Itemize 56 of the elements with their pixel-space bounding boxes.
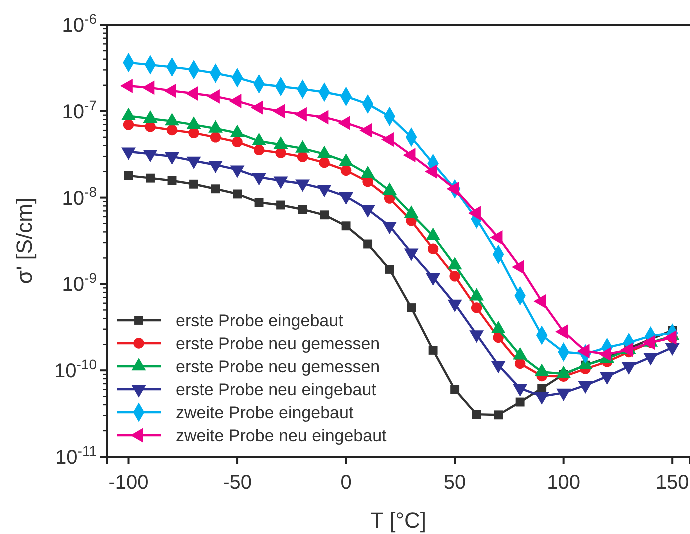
point — [407, 304, 416, 312]
point — [319, 157, 330, 168]
point — [276, 148, 286, 158]
y-tick-label: 10$^{-6}$ — [62, 11, 98, 37]
point — [493, 332, 504, 344]
legend-label: zweite Probe eingebaut — [176, 403, 354, 422]
point — [342, 222, 351, 231]
point — [188, 128, 200, 138]
point — [472, 410, 482, 420]
legend-label: zweite Probe neu eingebaut — [176, 426, 388, 446]
point — [168, 176, 177, 186]
legend-label: erste Probe eingebaut — [176, 311, 344, 330]
x-axis-title: T [°C] — [370, 508, 427, 533]
y-tick-label: 10$^{-8}$ — [62, 184, 98, 210]
point — [254, 198, 264, 208]
y-tick-label: 10$^{-7}$ — [62, 97, 98, 124]
point — [320, 210, 330, 220]
x-tick-label: 0 — [340, 472, 352, 494]
legend-label: erste Probe neu gemessen — [176, 357, 380, 376]
point — [471, 302, 482, 314]
point — [364, 240, 373, 249]
y-axis-title: σ' [S/cm] — [12, 198, 37, 284]
y-tick-label: 10$^{-11}$ — [56, 443, 98, 469]
point — [190, 180, 198, 189]
point — [494, 410, 504, 420]
point — [428, 346, 438, 355]
point — [210, 132, 222, 143]
point — [516, 398, 525, 407]
point — [298, 205, 308, 214]
point — [146, 174, 155, 183]
x-tick-label: -50 — [223, 472, 252, 494]
point — [385, 265, 394, 274]
x-tick-label: 50 — [444, 472, 466, 494]
x-tick-label: 150 — [656, 472, 690, 494]
x-tick-label: -100 — [108, 472, 149, 494]
point — [514, 358, 526, 370]
y-tick-label: 10$^{-10}$ — [54, 356, 98, 383]
point — [450, 385, 460, 394]
legend-label: erste Probe neu eingebaut — [176, 380, 377, 400]
point — [211, 184, 220, 194]
legend-label: erste Probe neu gemessen — [176, 334, 380, 354]
point — [428, 244, 439, 254]
point — [538, 384, 547, 394]
point — [233, 190, 242, 199]
x-tick-label: 100 — [547, 472, 581, 494]
point — [450, 271, 460, 282]
point — [123, 120, 134, 130]
point — [254, 144, 265, 156]
point — [166, 124, 178, 136]
point — [124, 171, 134, 180]
point — [232, 136, 243, 148]
y-tick-label: 10$^{-9}$ — [62, 270, 98, 296]
point — [340, 165, 352, 176]
point — [276, 200, 286, 210]
point — [145, 122, 156, 132]
point — [297, 152, 308, 162]
